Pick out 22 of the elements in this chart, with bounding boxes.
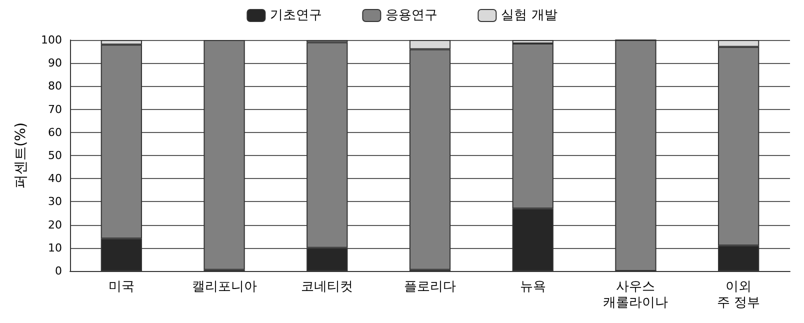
y-tick-label: 0 [55,264,62,278]
x-tick-label: 코네티컷 [301,280,354,294]
y-axis-title: 퍼센트(%) [13,122,29,189]
x-tick-label: 사우스 캐롤라이나 [603,280,668,310]
legend-label: 기초연구 [270,8,322,23]
x-tick-label: 뉴욕 [520,280,546,294]
y-tick-label: 100 [41,34,62,46]
y-tick-label: 10 [48,241,62,254]
x-tick-label: 캘리포니아 [192,280,257,294]
x-tick-label: 이외 주 정부 [717,280,760,310]
y-tick-label: 80 [48,80,62,93]
y-tick-label: 70 [48,102,62,116]
y-tick-label: 30 [48,195,62,208]
y-tick-label: 40 [48,172,62,186]
x-tick-label: 플로리다 [404,280,456,294]
y-tick-label: 20 [48,218,62,232]
y-tick-label: 50 [48,149,62,162]
legend-label: 응용연구 [386,8,438,23]
y-tick-label: 60 [48,126,62,139]
x-tick-label: 미국 [108,280,134,294]
legend-label: 실험 개발 [501,8,558,23]
y-tick-label: 90 [48,56,62,70]
